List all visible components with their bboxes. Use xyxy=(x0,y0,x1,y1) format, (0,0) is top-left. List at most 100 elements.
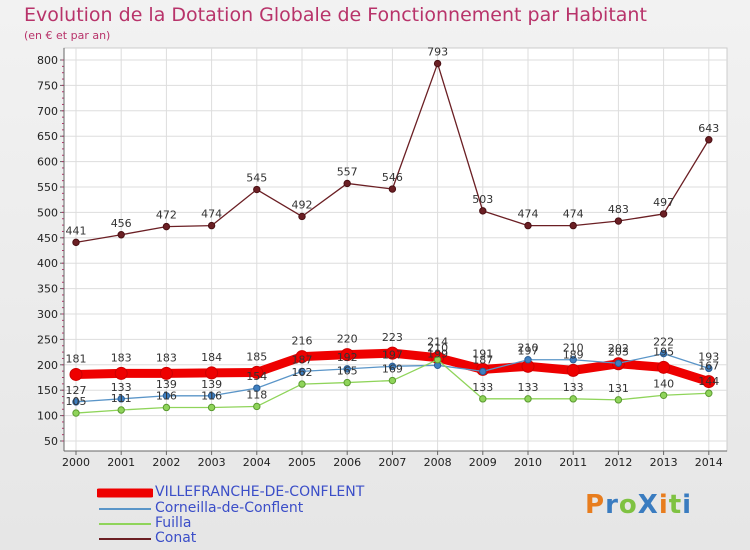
grid xyxy=(64,48,727,451)
data-label-corneilla: 187 xyxy=(472,353,493,366)
data-point-fuilla xyxy=(162,403,171,412)
data-label-conat: 497 xyxy=(653,196,674,209)
data-point-conat xyxy=(117,231,125,239)
x-tick-label: 2012 xyxy=(604,456,632,469)
data-point-conat xyxy=(298,212,306,221)
data-label-corneilla: 133 xyxy=(111,381,132,394)
y-tick-label: 750 xyxy=(37,79,58,92)
data-label-conat: 483 xyxy=(608,203,629,216)
y-tick-label: 400 xyxy=(37,257,58,270)
data-point-corneilla xyxy=(524,356,532,364)
logo-letter: o xyxy=(618,490,638,520)
y-tick-label: 700 xyxy=(37,105,58,118)
data-point-conat xyxy=(524,221,532,230)
x-tick-label: 2014 xyxy=(695,456,723,469)
data-label-corneilla: 187 xyxy=(292,353,313,366)
data-label-villefranche: 167 xyxy=(698,360,719,373)
x-tick-label: 2002 xyxy=(152,456,180,469)
y-tick-label: 600 xyxy=(37,156,58,169)
data-point-corneilla xyxy=(388,362,397,371)
x-tick-label: 2010 xyxy=(514,456,542,469)
data-point-corneilla xyxy=(659,349,668,358)
data-label-fuilla: 169 xyxy=(382,363,403,376)
x-tick-label: 2009 xyxy=(469,456,497,469)
data-label-villefranche: 185 xyxy=(246,350,267,363)
data-label-corneilla: 139 xyxy=(156,378,177,391)
series xyxy=(69,59,716,417)
data-label-conat: 474 xyxy=(201,208,222,221)
data-point-fuilla xyxy=(569,395,577,403)
data-label-fuilla: 118 xyxy=(246,388,267,401)
data-label-villefranche: 214 xyxy=(427,336,448,349)
data-point-fuilla xyxy=(388,376,397,385)
data-point-corneilla xyxy=(343,365,351,373)
data-point-villefranche xyxy=(295,350,309,364)
data-label-villefranche: 195 xyxy=(653,345,674,358)
data-point-villefranche xyxy=(159,366,173,380)
axes: 50 100 150 200 250 300 350 400 450 500 550 600 650 70… xyxy=(37,48,727,469)
data-point-villefranche xyxy=(205,366,219,380)
data-point-conat xyxy=(253,185,261,194)
legend-label-fuilla: Fuilla xyxy=(155,515,192,531)
data-point-fuilla xyxy=(298,380,306,388)
data-point-corneilla xyxy=(705,364,713,373)
data-point-villefranche xyxy=(566,363,580,377)
data-point-fuilla xyxy=(479,395,487,403)
data-label-conat: 546 xyxy=(382,171,403,184)
data-label-villefranche: 184 xyxy=(201,351,222,364)
data-label-corneilla: 222 xyxy=(653,336,674,349)
data-label-villefranche: 220 xyxy=(337,333,358,346)
y-tick-label: 450 xyxy=(37,232,58,245)
legend-swatch-corneilla xyxy=(99,508,151,510)
data-label-fuilla: 111 xyxy=(111,392,132,405)
data-label-conat: 503 xyxy=(472,193,493,206)
data-label-conat: 474 xyxy=(563,208,584,221)
data-label-fuilla: 162 xyxy=(292,366,313,379)
data-label-fuilla: 133 xyxy=(563,381,584,394)
data-label-villefranche: 223 xyxy=(382,331,403,344)
data-label-fuilla: 116 xyxy=(156,389,177,402)
data-point-villefranche xyxy=(702,375,716,389)
y-tick-label: 350 xyxy=(37,283,58,296)
proxiti-logo: ProXiti xyxy=(585,490,692,520)
data-point-conat xyxy=(479,207,487,215)
data-label-conat: 793 xyxy=(427,46,448,59)
data-label-villefranche: 202 xyxy=(608,342,629,355)
data-label-fuilla: 140 xyxy=(653,377,674,390)
legend-label-corneilla: Corneilla-de-Conflent xyxy=(155,500,304,516)
data-label-villefranche: 216 xyxy=(292,335,313,348)
data-label-villefranche: 189 xyxy=(563,348,584,361)
data-point-corneilla xyxy=(479,367,487,376)
data-labels: 181 183 183 184 185 216 220 223 214 191 197 189 202 1… xyxy=(66,46,720,409)
logo-letter: i xyxy=(658,490,669,520)
x-tick-label: 2011 xyxy=(559,456,587,469)
y-tick-label: 150 xyxy=(37,384,58,397)
chart-subtitle: (en € et par an) xyxy=(24,29,111,42)
data-label-corneilla: 127 xyxy=(66,384,87,397)
data-label-fuilla: 165 xyxy=(337,365,358,378)
data-point-conat xyxy=(659,210,668,218)
data-point-fuilla xyxy=(72,409,80,417)
data-label-corneilla: 210 xyxy=(563,342,584,355)
legend-label-villefranche: VILLEFRANCHE-DE-CONFLENT xyxy=(155,484,365,500)
y-tick-label: 800 xyxy=(37,54,58,67)
data-label-villefranche: 183 xyxy=(111,351,132,364)
data-label-fuilla: 133 xyxy=(518,381,539,394)
data-point-fuilla xyxy=(343,378,351,387)
legend-swatch-fuilla xyxy=(99,523,151,525)
data-label-corneilla: 193 xyxy=(698,350,719,363)
data-label-corneilla: 192 xyxy=(337,351,358,364)
y-tick-label: 50 xyxy=(44,435,58,448)
x-tick-label: 2003 xyxy=(198,456,226,469)
data-label-villefranche: 183 xyxy=(156,351,177,364)
y-tick-label: 200 xyxy=(37,359,58,372)
y-tick-label: 550 xyxy=(37,181,58,194)
data-label-villefranche: 181 xyxy=(66,352,87,365)
x-tick-label: 2013 xyxy=(650,456,678,469)
data-point-conat xyxy=(705,136,713,144)
data-label-corneilla: 197 xyxy=(382,348,403,361)
x-tick-label: 2008 xyxy=(424,456,452,469)
y-tick-label: 250 xyxy=(37,333,58,346)
logo-letter: r xyxy=(605,490,619,520)
